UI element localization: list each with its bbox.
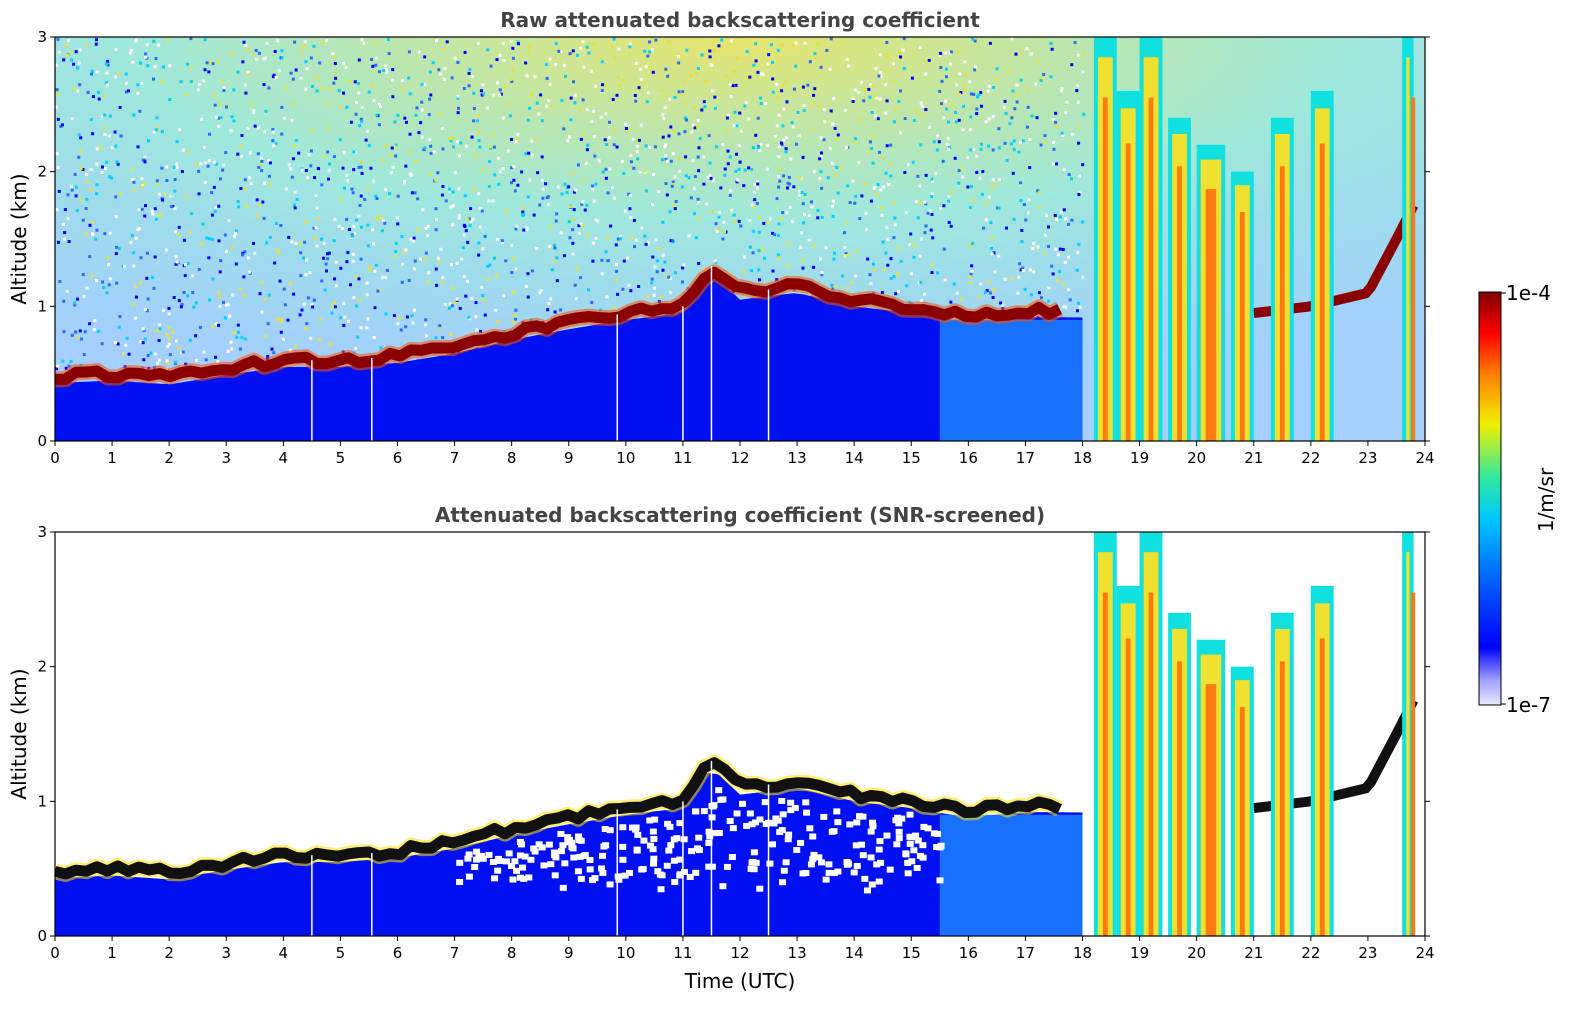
x-tick-label: 23 bbox=[1358, 449, 1377, 467]
x-tick-label: 16 bbox=[959, 449, 978, 467]
x-tick-label: 10 bbox=[616, 449, 635, 467]
x-tick-label: 20 bbox=[1187, 449, 1206, 467]
colorbar-max-label: 1e-4 bbox=[1506, 281, 1551, 305]
x-tick-label: 13 bbox=[788, 944, 807, 962]
precipitation-streaks bbox=[1093, 532, 1416, 936]
x-tick-label: 7 bbox=[450, 449, 460, 467]
y-tick-label: 3 bbox=[37, 523, 47, 541]
x-tick-label: 5 bbox=[336, 449, 346, 467]
aerosol-evening bbox=[939, 814, 1083, 936]
screened-panel-title: Attenuated backscattering coefficient (S… bbox=[435, 503, 1045, 527]
x-tick-label: 24 bbox=[1415, 449, 1434, 467]
x-tick-label: 0 bbox=[50, 944, 60, 962]
screened-axis-ticks: 0 1 2 3 4 5 6 7 8 9 10 11 12 13 14 15 16 17 18 19 20 21 22 23 24… bbox=[37, 523, 1434, 962]
boundary-layer-top bbox=[55, 757, 1062, 880]
x-tick-label: 12 bbox=[730, 449, 749, 467]
x-tick-label: 16 bbox=[959, 944, 978, 962]
x-tick-label: 0 bbox=[50, 449, 60, 467]
x-tick-label: 9 bbox=[564, 449, 574, 467]
colorbar-gradient bbox=[1478, 291, 1502, 706]
x-tick-label: 8 bbox=[507, 944, 517, 962]
x-tick-label: 17 bbox=[1016, 449, 1035, 467]
x-tick-label: 8 bbox=[507, 449, 517, 467]
x-tick-label: 12 bbox=[730, 944, 749, 962]
screened-ylabel: Altitude (km) bbox=[7, 668, 31, 799]
x-tick-label: 23 bbox=[1358, 944, 1377, 962]
y-tick-label: 3 bbox=[37, 28, 47, 46]
x-tick-label: 4 bbox=[279, 449, 289, 467]
x-tick-label: 1 bbox=[107, 944, 117, 962]
x-tick-label: 1 bbox=[107, 449, 117, 467]
raw-ylabel: Altitude (km) bbox=[7, 173, 31, 304]
x-tick-label: 19 bbox=[1130, 944, 1149, 962]
x-tick-label: 14 bbox=[845, 944, 864, 962]
x-tick-label: 6 bbox=[393, 944, 403, 962]
x-tick-label: 3 bbox=[221, 449, 231, 467]
x-tick-label: 11 bbox=[673, 449, 692, 467]
precipitation-streaks bbox=[1093, 37, 1416, 441]
x-tick-label: 14 bbox=[845, 449, 864, 467]
x-tick-label: 11 bbox=[673, 944, 692, 962]
raw-backscatter-panel: Raw attenuated backscattering coefficien… bbox=[7, 8, 1435, 467]
boundary-layer-top bbox=[55, 266, 1063, 385]
x-tick-label: 20 bbox=[1187, 944, 1206, 962]
screened-backscatter-panel: Attenuated backscattering coefficient (S… bbox=[7, 503, 1435, 993]
x-tick-label: 3 bbox=[221, 944, 231, 962]
x-tick-label: 18 bbox=[1073, 449, 1092, 467]
x-tick-label: 19 bbox=[1130, 449, 1149, 467]
screened-heatmap bbox=[55, 532, 1419, 936]
y-tick-label: 2 bbox=[37, 163, 47, 181]
colorbar: 1e-4 1e-7 1/m/sr bbox=[1478, 281, 1558, 717]
x-tick-label: 13 bbox=[788, 449, 807, 467]
x-tick-label: 2 bbox=[164, 944, 174, 962]
noise-speckle bbox=[55, 37, 1086, 377]
x-tick-label: 5 bbox=[336, 944, 346, 962]
y-tick-label: 1 bbox=[37, 297, 47, 315]
y-tick-label: 0 bbox=[37, 432, 47, 450]
x-tick-label: 17 bbox=[1016, 944, 1035, 962]
x-tick-label: 21 bbox=[1244, 944, 1263, 962]
x-tick-label: 2 bbox=[164, 449, 174, 467]
y-tick-label: 0 bbox=[37, 927, 47, 945]
x-tick-label: 24 bbox=[1415, 944, 1434, 962]
x-tick-label: 22 bbox=[1301, 449, 1320, 467]
x-tick-label: 15 bbox=[902, 449, 921, 467]
y-tick-label: 1 bbox=[37, 792, 47, 810]
x-tick-label: 18 bbox=[1073, 944, 1092, 962]
colorbar-unit-label: 1/m/sr bbox=[1534, 467, 1558, 532]
boundary-layer-aerosol bbox=[55, 772, 1083, 936]
screened-xlabel: Time (UTC) bbox=[684, 969, 796, 993]
x-tick-label: 6 bbox=[393, 449, 403, 467]
x-tick-label: 21 bbox=[1244, 449, 1263, 467]
aerosol-evening bbox=[939, 319, 1083, 441]
raw-axis-ticks: 0 1 2 3 4 5 6 7 8 9 10 11 12 13 14 15 16 17 18 19 20 21 22 23 24… bbox=[37, 28, 1434, 467]
x-tick-label: 7 bbox=[450, 944, 460, 962]
raw-heatmap bbox=[55, 37, 1425, 441]
x-tick-label: 22 bbox=[1301, 944, 1320, 962]
colorbar-min-label: 1e-7 bbox=[1506, 693, 1551, 717]
x-tick-label: 4 bbox=[279, 944, 289, 962]
x-tick-label: 10 bbox=[616, 944, 635, 962]
screened-gaps bbox=[456, 787, 945, 894]
raw-panel-title: Raw attenuated backscattering coefficien… bbox=[500, 8, 980, 32]
x-tick-label: 15 bbox=[902, 944, 921, 962]
y-tick-label: 2 bbox=[37, 658, 47, 676]
x-tick-label: 9 bbox=[564, 944, 574, 962]
